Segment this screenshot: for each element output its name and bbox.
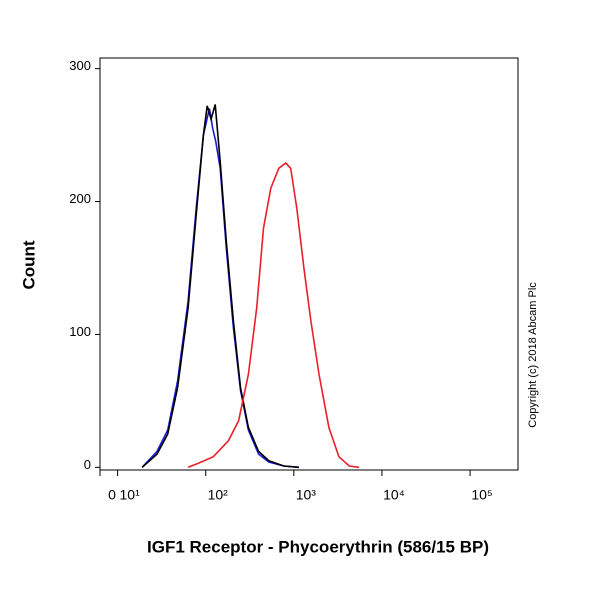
x-tick-label: 10¹ bbox=[120, 487, 141, 503]
y-tick-label: 200 bbox=[69, 191, 91, 206]
histogram-line bbox=[141, 104, 299, 469]
y-axis-label: Count bbox=[19, 240, 38, 289]
y-tick-label: 300 bbox=[69, 58, 91, 73]
histogram-line bbox=[187, 161, 360, 469]
x-axis-label: IGF1 Receptor - Phycoerythrin (586/15 BP… bbox=[147, 537, 489, 556]
x-tick-label: 10³ bbox=[296, 487, 317, 503]
y-tick-label: 0 bbox=[84, 457, 91, 472]
y-tick-label: 100 bbox=[69, 324, 91, 339]
x-tick-label: 10² bbox=[208, 487, 229, 503]
copyright: Copyright (c) 2018 Abcam Plc bbox=[527, 282, 539, 428]
x-tick-label: 0 bbox=[108, 487, 116, 503]
histogram-line bbox=[141, 108, 299, 469]
x-tick-label: 10⁵ bbox=[471, 487, 492, 503]
x-tick-label: 10⁴ bbox=[383, 487, 405, 503]
plot-frame bbox=[99, 57, 519, 471]
